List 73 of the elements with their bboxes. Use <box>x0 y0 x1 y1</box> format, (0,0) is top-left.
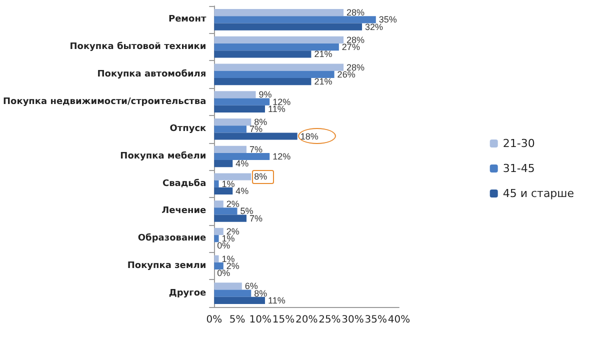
data-label: 28% <box>346 34 365 45</box>
data-label: 4% <box>236 158 249 169</box>
data-label: 12% <box>272 152 291 162</box>
data-label: 7% <box>250 144 263 154</box>
bar <box>214 146 247 153</box>
bar <box>214 282 242 290</box>
data-label: 7% <box>250 124 263 134</box>
bar <box>214 50 312 58</box>
y-tick-label: Свадьба <box>162 178 206 189</box>
data-label: 2% <box>226 226 240 236</box>
bar <box>214 290 252 297</box>
x-tick-label: 20% <box>295 314 318 326</box>
y-tick-label: Ремонт <box>168 14 207 25</box>
bar <box>214 152 270 160</box>
bar <box>214 105 265 112</box>
x-tick-label: 10% <box>249 314 272 326</box>
bar <box>214 296 265 304</box>
y-tick-label: Отпуск <box>170 124 206 134</box>
data-label: 0% <box>217 268 230 278</box>
bar <box>214 98 270 106</box>
y-tick-label: Покупка мебели <box>120 150 206 162</box>
legend-label: 31-45 <box>502 162 535 175</box>
bar <box>214 262 224 270</box>
y-tick-label: Покупка земли <box>127 260 206 271</box>
data-label: 11% <box>268 295 286 306</box>
bar <box>214 9 344 16</box>
y-tick-label: Лечение <box>162 206 206 216</box>
y-tick-label: Покупка бытовой техники <box>70 41 206 52</box>
data-label: 1% <box>222 178 235 189</box>
bar <box>214 126 247 133</box>
bar <box>214 36 344 44</box>
x-tick-label: 15% <box>272 314 295 326</box>
bar <box>214 16 376 24</box>
y-tick-label: Покупка недвижимости/строительства <box>2 96 206 107</box>
data-label: 28% <box>346 8 365 18</box>
bar <box>214 235 219 242</box>
bar <box>214 208 238 215</box>
data-label: 27% <box>342 42 360 52</box>
data-label: 18% <box>300 131 318 142</box>
x-tick-label: 40% <box>388 314 410 326</box>
data-label: 21% <box>314 76 332 87</box>
bar <box>214 70 334 78</box>
bar <box>214 132 298 140</box>
bar <box>214 78 312 86</box>
legend-label: 21-30 <box>502 137 535 150</box>
y-tick-label: Покупка автомобиля <box>97 68 206 80</box>
bar <box>214 173 252 180</box>
bar <box>214 228 224 236</box>
data-label: 21% <box>314 49 332 60</box>
bar <box>214 200 224 208</box>
y-tick-label: Другое <box>168 288 206 298</box>
bar <box>214 180 219 188</box>
legend-label: 45 и старше <box>502 187 574 200</box>
x-tick-label: 25% <box>318 314 341 326</box>
data-label: 8% <box>254 172 268 182</box>
bar <box>214 255 219 262</box>
data-label: 4% <box>236 186 249 196</box>
bar <box>214 64 344 71</box>
data-label: 2% <box>226 199 240 210</box>
bar <box>214 187 233 195</box>
y-tick-label: Образование <box>138 232 206 244</box>
bar <box>214 91 256 98</box>
bar <box>214 118 252 126</box>
bar <box>214 214 247 222</box>
data-label: 0% <box>217 240 230 251</box>
x-tick-label: 35% <box>364 314 388 326</box>
data-label: 9% <box>258 90 272 100</box>
bar <box>214 43 339 51</box>
x-tick-label: 0% <box>206 314 222 326</box>
x-tick-label: 30% <box>342 314 364 326</box>
bar <box>214 23 362 30</box>
bar <box>214 160 233 168</box>
x-tick-label: 5% <box>229 314 246 326</box>
